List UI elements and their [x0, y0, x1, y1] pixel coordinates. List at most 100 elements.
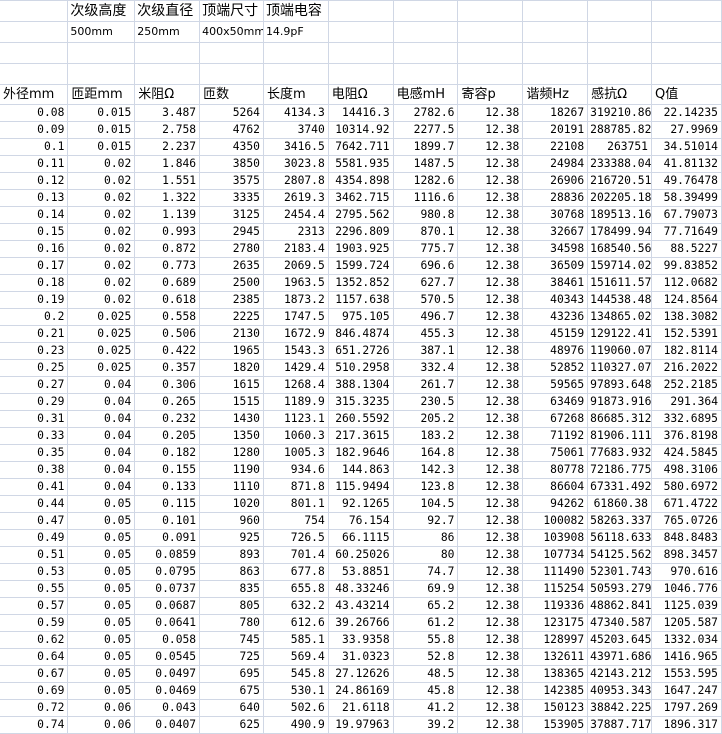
table-cell[interactable]: 3416.5 — [263, 138, 329, 156]
cell[interactable] — [0, 42, 69, 64]
cell[interactable] — [522, 42, 589, 64]
table-cell[interactable]: 50593.279 — [587, 580, 652, 598]
table-cell[interactable]: 2782.6 — [393, 104, 459, 122]
table-cell[interactable]: 980.8 — [393, 206, 459, 224]
table-cell[interactable]: 65.2 — [393, 597, 459, 615]
table-cell[interactable]: 36509 — [522, 257, 589, 275]
cell[interactable] — [587, 42, 652, 64]
cell[interactable] — [587, 0, 652, 22]
table-cell[interactable]: 0.506 — [134, 325, 201, 343]
table-cell[interactable]: 0.0407 — [134, 716, 201, 734]
table-cell[interactable]: 2619.3 — [263, 189, 329, 207]
table-cell[interactable]: 725 — [199, 648, 264, 666]
table-cell[interactable]: 2069.5 — [263, 257, 329, 275]
table-cell[interactable]: 970.616 — [651, 563, 722, 581]
table-cell[interactable]: 0.17 — [0, 257, 69, 275]
table-cell[interactable]: 119060.07 — [587, 342, 652, 360]
table-cell[interactable]: 0.27 — [0, 376, 69, 394]
table-cell[interactable]: 30768 — [522, 206, 589, 224]
table-cell[interactable]: 319210.86 — [587, 104, 652, 122]
table-cell[interactable]: 41.2 — [393, 699, 459, 717]
table-cell[interactable]: 33.9358 — [328, 631, 394, 649]
table-cell[interactable]: 59565 — [522, 376, 589, 394]
table-cell[interactable]: 27.9969 — [651, 121, 722, 139]
table-cell[interactable]: 42143.212 — [587, 665, 652, 683]
table-cell[interactable]: 2296.809 — [328, 223, 394, 241]
table-cell[interactable]: 63469 — [522, 393, 589, 411]
table-cell[interactable]: 124.8564 — [651, 291, 722, 309]
table-cell[interactable]: 0.51 — [0, 546, 69, 564]
table-cell[interactable]: 0.025 — [67, 342, 136, 360]
table-cell[interactable]: 12.38 — [457, 427, 524, 445]
table-cell[interactable]: 7642.711 — [328, 138, 394, 156]
table-cell[interactable]: 92.7 — [393, 512, 459, 530]
table-cell[interactable]: 701.4 — [263, 546, 329, 564]
table-cell[interactable]: 0.993 — [134, 223, 201, 241]
table-cell[interactable]: 1.139 — [134, 206, 201, 224]
table-cell[interactable]: 26906 — [522, 172, 589, 190]
table-cell[interactable]: 612.6 — [263, 614, 329, 632]
table-cell[interactable]: 1205.587 — [651, 614, 722, 632]
table-cell[interactable]: 53.8851 — [328, 563, 394, 581]
table-cell[interactable]: 0.49 — [0, 529, 69, 547]
table-cell[interactable]: 0.05 — [67, 665, 136, 683]
cell[interactable] — [67, 42, 136, 64]
table-cell[interactable]: 261.7 — [393, 376, 459, 394]
table-cell[interactable]: 696.6 — [393, 257, 459, 275]
table-cell[interactable]: 288785.82 — [587, 121, 652, 139]
spec-label-top-size[interactable]: 顶端尺寸 — [199, 0, 264, 22]
table-cell[interactable]: 3.487 — [134, 104, 201, 122]
table-cell[interactable]: 12.38 — [457, 495, 524, 513]
table-cell[interactable]: 0.05 — [67, 495, 136, 513]
table-cell[interactable]: 0.05 — [67, 512, 136, 530]
table-cell[interactable]: 12.38 — [457, 155, 524, 173]
table-cell[interactable]: 132611 — [522, 648, 589, 666]
table-cell[interactable]: 189513.16 — [587, 206, 652, 224]
table-cell[interactable]: 12.38 — [457, 512, 524, 530]
table-cell[interactable]: 263751 — [587, 138, 652, 156]
table-cell[interactable]: 2795.562 — [328, 206, 394, 224]
table-cell[interactable]: 0.2 — [0, 308, 69, 326]
table-cell[interactable]: 104.5 — [393, 495, 459, 513]
table-cell[interactable]: 123.8 — [393, 478, 459, 496]
table-cell[interactable]: 4134.3 — [263, 104, 329, 122]
table-cell[interactable]: 12.38 — [457, 631, 524, 649]
table-cell[interactable]: 58.39499 — [651, 189, 722, 207]
table-cell[interactable]: 77683.932 — [587, 444, 652, 462]
table-cell[interactable]: 12.38 — [457, 121, 524, 139]
table-cell[interactable]: 12.38 — [457, 699, 524, 717]
table-cell[interactable]: 0.47 — [0, 512, 69, 530]
table-cell[interactable]: 0.19 — [0, 291, 69, 309]
table-cell[interactable]: 112.0682 — [651, 274, 722, 292]
table-cell[interactable]: 12.38 — [457, 206, 524, 224]
table-cell[interactable]: 0.18 — [0, 274, 69, 292]
table-cell[interactable]: 1965 — [199, 342, 264, 360]
table-cell[interactable]: 1429.4 — [263, 359, 329, 377]
table-cell[interactable]: 0.025 — [67, 325, 136, 343]
table-cell[interactable]: 48.5 — [393, 665, 459, 683]
table-cell[interactable]: 1.551 — [134, 172, 201, 190]
table-cell[interactable]: 0.015 — [67, 121, 136, 139]
table-cell[interactable]: 898.3457 — [651, 546, 722, 564]
column-header[interactable]: 外径mm — [0, 84, 69, 105]
table-cell[interactable]: 74.7 — [393, 563, 459, 581]
cell[interactable] — [457, 0, 524, 22]
table-cell[interactable]: 975.105 — [328, 308, 394, 326]
cell[interactable] — [199, 42, 264, 64]
table-cell[interactable]: 19.97963 — [328, 716, 394, 734]
table-cell[interactable]: 12.38 — [457, 291, 524, 309]
table-cell[interactable]: 2945 — [199, 223, 264, 241]
column-header[interactable]: 米阻Ω — [134, 84, 201, 105]
table-cell[interactable]: 40343 — [522, 291, 589, 309]
table-cell[interactable]: 0.015 — [67, 138, 136, 156]
table-cell[interactable]: 12.38 — [457, 189, 524, 207]
table-cell[interactable]: 88.5227 — [651, 240, 722, 258]
table-cell[interactable]: 805 — [199, 597, 264, 615]
table-cell[interactable]: 66.1115 — [328, 529, 394, 547]
table-cell[interactable]: 332.6895 — [651, 410, 722, 428]
cell[interactable] — [134, 42, 201, 64]
table-cell[interactable]: 12.38 — [457, 478, 524, 496]
table-cell[interactable]: 0.02 — [67, 223, 136, 241]
table-cell[interactable]: 0.74 — [0, 716, 69, 734]
table-cell[interactable]: 0.04 — [67, 461, 136, 479]
